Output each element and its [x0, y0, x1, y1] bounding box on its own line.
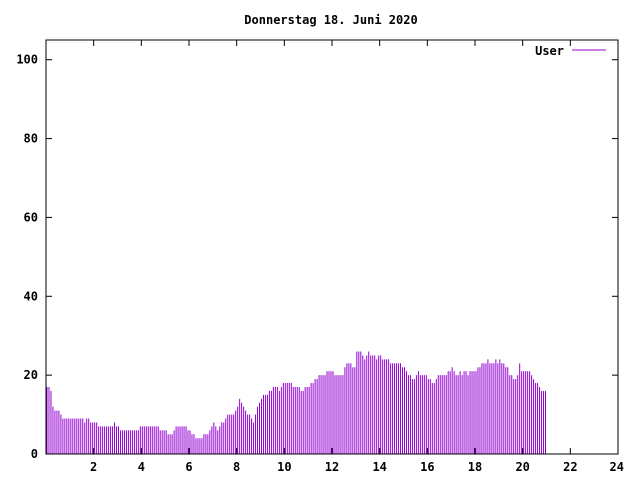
- x-tick-label: 22: [563, 460, 577, 474]
- x-tick-label: 14: [372, 460, 386, 474]
- x-tick-label: 24: [610, 460, 624, 474]
- x-tick-label: 18: [468, 460, 482, 474]
- x-tick-label: 12: [325, 460, 339, 474]
- y-tick-label: 100: [16, 53, 38, 67]
- y-tick-label: 40: [24, 289, 38, 303]
- x-tick-label: 20: [515, 460, 529, 474]
- chart-title: Donnerstag 18. Juni 2020: [244, 13, 417, 27]
- legend: User: [535, 44, 606, 58]
- plot-frame: [45, 39, 619, 455]
- x-tick-label: 10: [277, 460, 291, 474]
- y-ticks: 0 20 40 60 80 100: [16, 53, 618, 461]
- y-tick-label: 80: [24, 132, 38, 146]
- x-tick-label: 16: [420, 460, 434, 474]
- x-tick-label: 8: [233, 460, 240, 474]
- legend-entry-user: User: [535, 44, 564, 58]
- x-tick-label: 2: [90, 460, 97, 474]
- y-tick-label: 60: [24, 210, 38, 224]
- axes: [45, 39, 619, 455]
- x-tick-label: 6: [185, 460, 192, 474]
- y-tick-label: 20: [24, 368, 38, 382]
- x-ticks: 2 4 6 8 10 12 14 16 18 20 22 24: [90, 40, 624, 474]
- y-tick-label: 0: [31, 447, 38, 461]
- x-tick-label: 4: [138, 460, 145, 474]
- bars: [46, 351, 547, 454]
